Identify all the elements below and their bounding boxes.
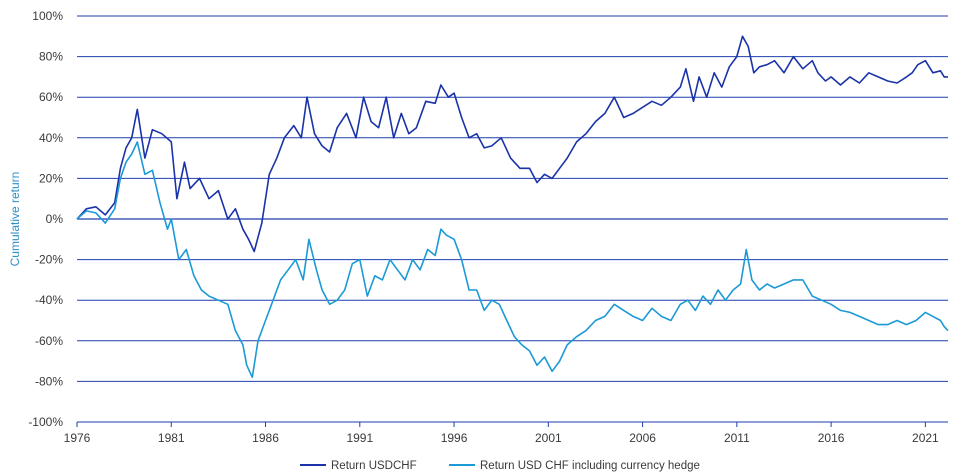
x-tick-label: 2006 [629,431,656,445]
x-tick-label: 2011 [724,431,750,445]
y-tick-label: -60% [35,334,63,348]
series-line-hedged [76,141,949,379]
y-tick-label: -40% [35,293,63,307]
y-tick-label: -20% [35,253,63,267]
x-tick-label: 2001 [535,431,562,445]
y-tick-label: 20% [39,171,63,185]
x-tick-label: 1991 [346,431,373,445]
x-tick-label: 2016 [818,431,845,445]
y-tick-label: 40% [39,131,63,145]
x-tick-label: 2021 [912,431,939,445]
y-tick-label: 80% [39,50,63,64]
gridlines [77,15,948,423]
y-tick-label: -80% [35,374,63,388]
y-axis-ticks: 100% 80% 60% 40% 20% 0% -20% -40% -60% -80% -100% [28,9,63,429]
x-tick-label: 1986 [252,431,279,445]
legend-label-usdchf: Return USDCHF [331,460,417,472]
y-tick-label: 60% [39,90,63,104]
series-line-usdchf [76,35,948,253]
x-tick-label: 1996 [441,431,468,445]
series-lines [76,35,949,379]
x-axis-ticks: 1976 1981 1986 1991 1996 2001 2006 2011 2016 2021 [64,421,948,445]
y-tick-label: 100% [32,9,63,23]
y-tick-label: 0% [46,212,64,226]
x-tick-label: 1981 [158,431,185,445]
y-axis-label: Cumulative return [8,172,22,267]
y-tick-label: -100% [28,415,63,429]
legend-label-hedged: Return USD CHF including currency hedge [480,460,700,472]
legend: Return USDCHF Return USD CHF including c… [300,460,700,472]
x-tick-label: 1976 [64,431,91,445]
